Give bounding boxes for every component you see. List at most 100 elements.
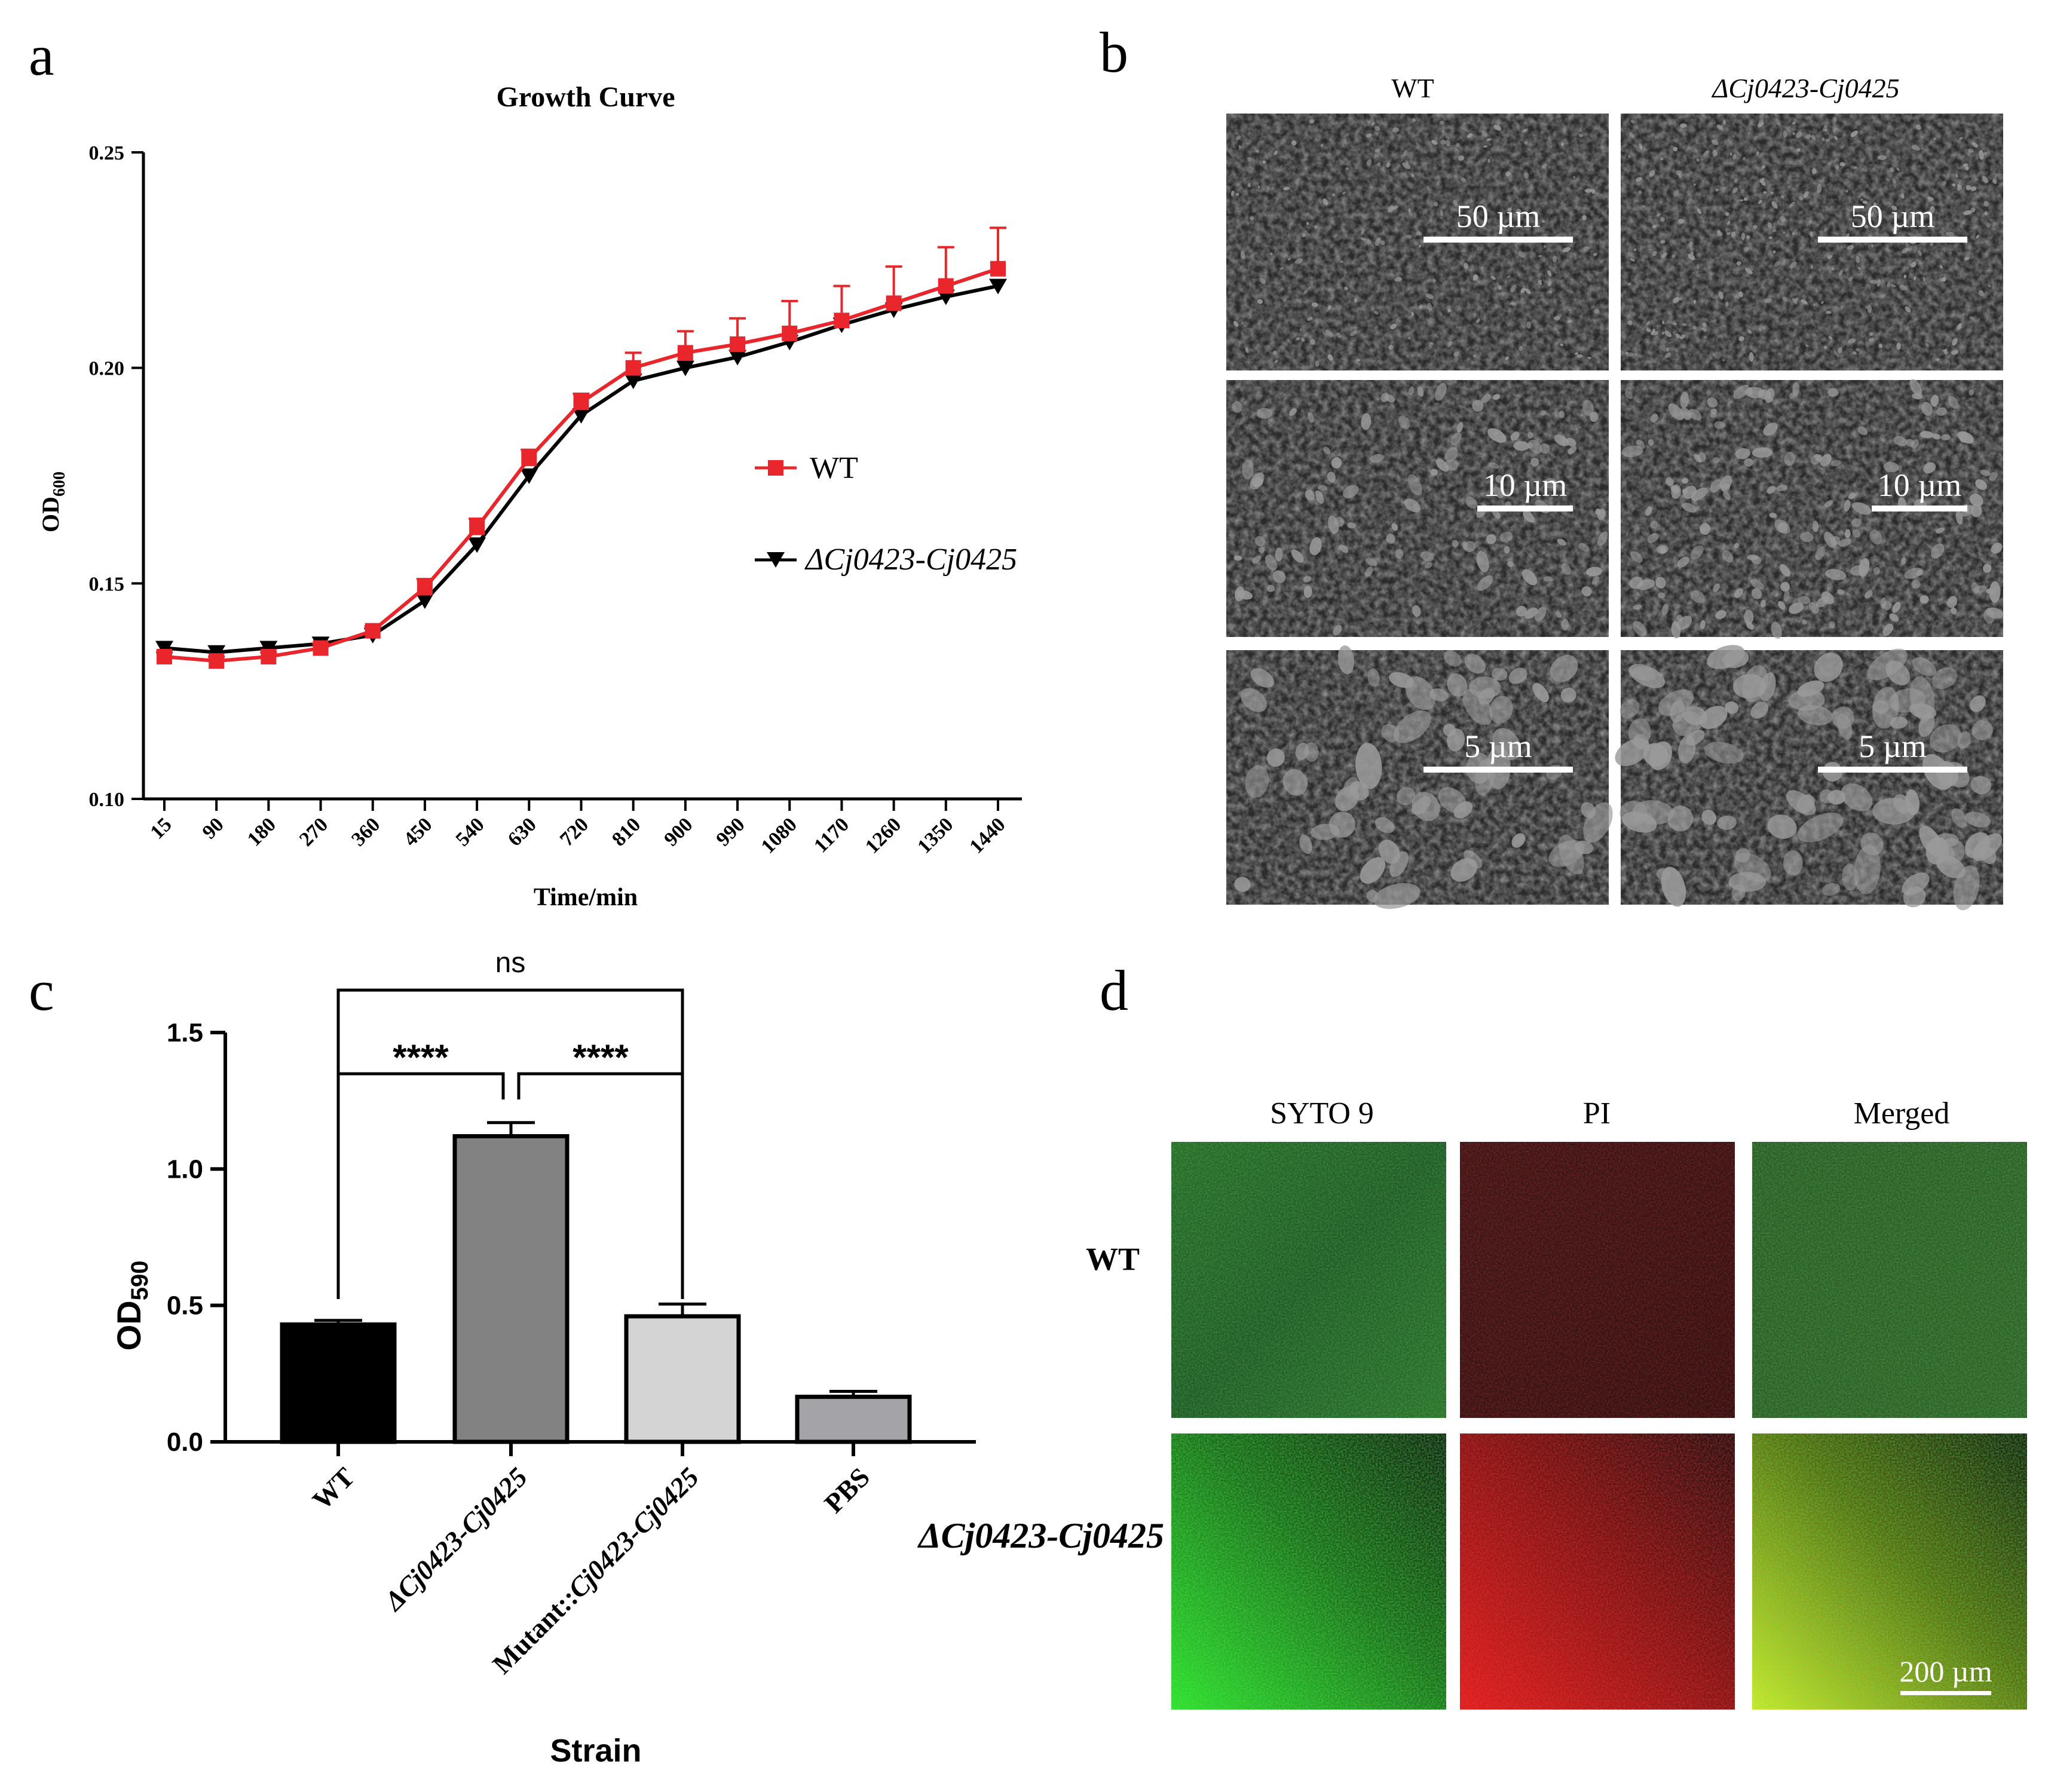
- sem-cell: [1505, 171, 1511, 177]
- sem-cell: [1250, 472, 1265, 490]
- growth-xtick-label: 1170: [810, 813, 853, 857]
- sem-cell: [1853, 166, 1857, 169]
- sem-cell: [1490, 275, 1496, 280]
- sem-cell: [1673, 146, 1678, 152]
- sem-cell: [1803, 191, 1810, 198]
- sem-cell: [1447, 673, 1468, 697]
- sem-cell: [1824, 531, 1836, 549]
- sem-cell: [1764, 298, 1772, 303]
- sem-cell: [1693, 299, 1696, 304]
- data-point: [990, 261, 1006, 277]
- sem-cell: [1914, 275, 1917, 281]
- sem-cell: [1412, 118, 1416, 122]
- sem-cell: [1726, 232, 1731, 235]
- sem-cell: [1899, 284, 1907, 290]
- sem-cell: [1839, 269, 1843, 275]
- sem-cell: [1407, 474, 1422, 496]
- sem-cell: [1524, 607, 1538, 619]
- sem-cell: [1456, 422, 1464, 433]
- sem-cell: [1561, 618, 1569, 631]
- sem-cell: [1682, 477, 1688, 484]
- sem-cell: [1266, 748, 1285, 767]
- bar-group: WT: [280, 1319, 397, 1515]
- sem-cell: [1650, 520, 1658, 529]
- sem-cell: [1633, 604, 1642, 610]
- data-point: [572, 408, 590, 424]
- sem-col-label-wt: WT: [1391, 73, 1434, 103]
- sem-cell: [1975, 479, 1987, 490]
- sem-image-r2-c2: 10 µm: [1621, 379, 2004, 639]
- confocal-texture: [1171, 1142, 1446, 1418]
- data-point: [417, 580, 433, 596]
- sem-cell: [1302, 232, 1306, 237]
- sem-cell: [1304, 742, 1319, 762]
- sem-cell: [1487, 158, 1490, 163]
- sem-cell: [1554, 315, 1561, 320]
- sem-cell: [1350, 330, 1357, 336]
- sem-cell: [1523, 128, 1527, 132]
- sem-cell: [1930, 206, 1934, 209]
- sem-cell: [1314, 225, 1318, 229]
- sem-cell: [1691, 251, 1694, 255]
- sem-cell: [1315, 490, 1324, 504]
- sem-cell: [1827, 790, 1846, 805]
- sem-cell: [1727, 220, 1731, 225]
- sem-cell: [1856, 256, 1860, 264]
- sem-cell: [1783, 130, 1787, 138]
- sem-cell: [1767, 222, 1772, 228]
- sem-cell: [1578, 543, 1590, 552]
- sem-cell: [1789, 602, 1804, 614]
- sem-cell: [1868, 338, 1875, 342]
- sem-cell: [1792, 121, 1796, 125]
- sem-cell: [1971, 142, 1978, 148]
- sem-cell: [1873, 566, 1880, 575]
- sem-cell: [1697, 452, 1706, 462]
- sem-cell: [1366, 890, 1379, 903]
- sem-cell: [1876, 278, 1881, 287]
- sem-cell: [1258, 547, 1265, 553]
- growth-xlabel: Time/min: [534, 884, 638, 911]
- sem-cell: [1356, 359, 1361, 362]
- confocal-col-pi: PI: [1583, 1096, 1611, 1131]
- sem-cell: [1452, 540, 1459, 547]
- sem-cell: [1780, 195, 1784, 199]
- sem-cell: [1386, 533, 1395, 544]
- sem-cell: [1823, 346, 1827, 349]
- sem-cell: [1703, 150, 1709, 157]
- sem-cell: [1852, 529, 1861, 538]
- sem-cell: [1472, 400, 1484, 412]
- sem-cell: [1513, 441, 1530, 451]
- sem-cell: [1486, 138, 1492, 142]
- sem-cell: [1735, 448, 1750, 460]
- sem-cell: [1632, 621, 1647, 636]
- sem-cell: [1838, 347, 1842, 353]
- sem-cell: [1833, 117, 1837, 122]
- sem-cell: [1919, 825, 1943, 857]
- sem-cell: [1988, 284, 1991, 288]
- confocal-row-wt: WT: [1086, 1241, 1140, 1277]
- bar-ylabel: OD590: [110, 1261, 153, 1351]
- sem-cell: [1527, 431, 1533, 439]
- sem-cell: [1930, 543, 1945, 559]
- sem-cell: [1303, 575, 1312, 583]
- bar: [452, 1134, 570, 1444]
- sem-cell: [1668, 403, 1684, 421]
- sig-bracket-1: [336, 1072, 505, 1299]
- sem-cell: [1250, 668, 1274, 688]
- sem-cell: [1581, 586, 1592, 596]
- sem-cell: [1901, 557, 1906, 565]
- sem-cell: [1456, 142, 1460, 148]
- sem-cell: [1582, 400, 1594, 416]
- sem-cell: [1939, 278, 1945, 282]
- sem-cell: [1327, 471, 1336, 483]
- sem-cell: [1583, 802, 1613, 843]
- sem-cell: [1739, 199, 1744, 202]
- sem-cell: [1642, 205, 1646, 208]
- sem-cell: [1559, 411, 1565, 418]
- sem-cell: [1661, 866, 1686, 907]
- sem-cell: [1273, 570, 1286, 583]
- sem-cell: [1443, 650, 1462, 667]
- growth-ytick-label: 0.10: [89, 789, 125, 811]
- sem-cell: [1940, 434, 1951, 441]
- sem-cell: [1798, 596, 1811, 604]
